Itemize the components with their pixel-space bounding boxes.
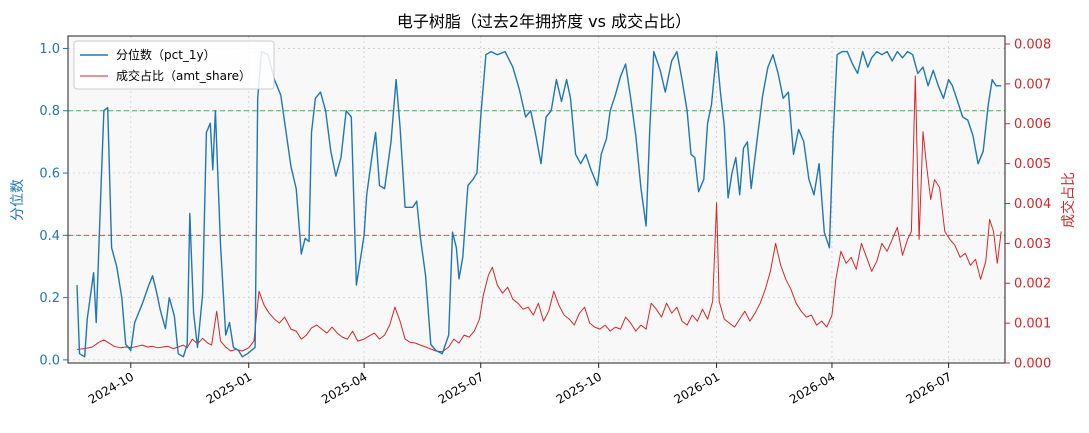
legend-label-share: 成交占比（amt_share）	[116, 68, 251, 83]
reference-lines	[68, 110, 1005, 236]
legend-label-pct: 分位数（pct_1y）	[116, 47, 216, 62]
y-right-tick-label-8: 0.008	[1014, 37, 1051, 52]
y-right-tick-label-4: 0.004	[1014, 197, 1051, 212]
y-axis-left: 0.0 0.2 0.4 0.6 0.8 1.0	[39, 42, 68, 368]
series-group	[76, 50, 1002, 358]
y-left-tick-label-0: 0.0	[39, 353, 60, 368]
y-left-tick-label-1: 0.2	[39, 291, 60, 306]
y-left-tick-label-3: 0.6	[39, 167, 60, 182]
legend: 分位数（pct_1y） 成交占比（amt_share）	[73, 40, 275, 90]
y-right-tick-label-1: 0.001	[1014, 317, 1051, 332]
y-right-tick-label-0: 0.000	[1014, 357, 1051, 372]
y-axis-right: 0.000 0.001 0.002 0.003 0.004 0.005 0.006 0.007…	[1005, 37, 1051, 372]
y-left-axis-label: 分位数	[10, 179, 26, 221]
plot-frame	[67, 35, 1006, 364]
y-right-axis-label: 成交占比	[1060, 172, 1077, 228]
y-right-tick-label-3: 0.003	[1014, 237, 1051, 252]
y-right-tick-label-2: 0.002	[1014, 277, 1051, 292]
y-right-tick-label-7: 0.007	[1014, 77, 1051, 92]
y-left-tick-label-2: 0.4	[39, 229, 60, 244]
y-left-tick-label-5: 1.0	[39, 42, 60, 57]
y-left-tick-label-4: 0.8	[39, 104, 60, 119]
series-line-pct	[76, 50, 1002, 358]
chart-title: 电子树脂（过去2年拥挤度 vs 成交占比）	[397, 12, 691, 31]
legend-box	[73, 40, 275, 90]
y-right-tick-label-5: 0.005	[1014, 157, 1051, 172]
y-right-tick-label-6: 0.006	[1014, 117, 1051, 132]
